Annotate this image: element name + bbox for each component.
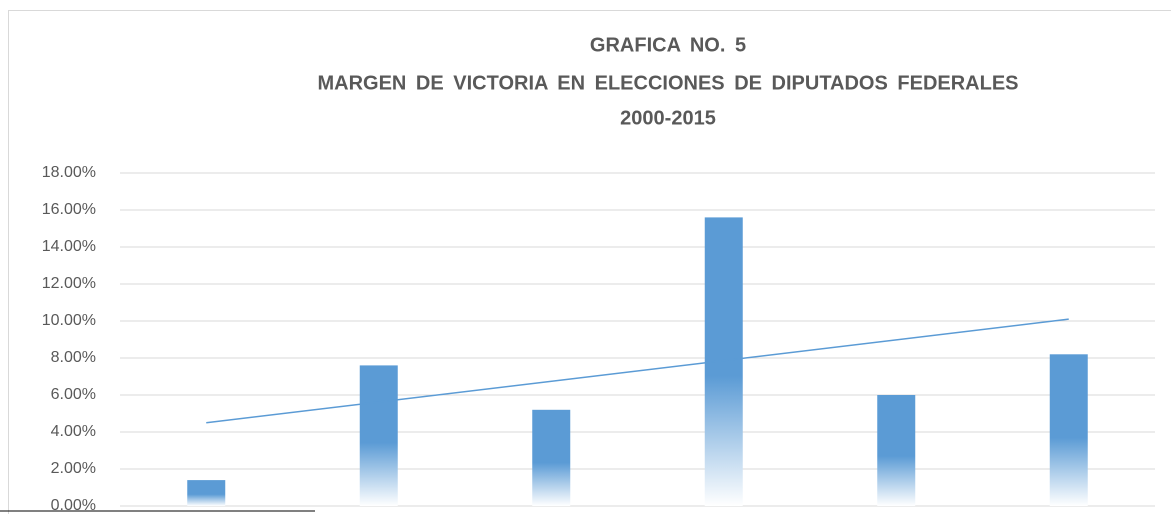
- y-tick-label: 2.00%: [51, 460, 96, 477]
- bar: [187, 480, 226, 506]
- y-tick-label: 14.00%: [42, 238, 96, 255]
- y-tick-label: 0.00%: [51, 497, 96, 514]
- y-tick-label: 12.00%: [42, 275, 96, 292]
- bar: [359, 365, 398, 506]
- y-tick-label: 10.00%: [42, 312, 96, 329]
- chart-title: MARGEN DE VICTORIA EN ELECCIONES DE DIPU…: [317, 72, 1018, 94]
- chart-title: GRAFICA NO. 5: [590, 34, 746, 56]
- y-tick-label: 18.00%: [42, 164, 96, 181]
- chart-border: [8, 10, 1171, 514]
- chart-title: 2000-2015: [620, 107, 716, 129]
- y-tick-label: 6.00%: [51, 386, 96, 403]
- bar: [1049, 354, 1088, 506]
- y-tick-label: 16.00%: [42, 201, 96, 218]
- y-tick-label: 8.00%: [51, 349, 96, 366]
- trendline: [206, 318, 1069, 424]
- y-tick-label: 4.00%: [51, 423, 96, 440]
- bar: [532, 409, 571, 506]
- bar: [877, 395, 916, 506]
